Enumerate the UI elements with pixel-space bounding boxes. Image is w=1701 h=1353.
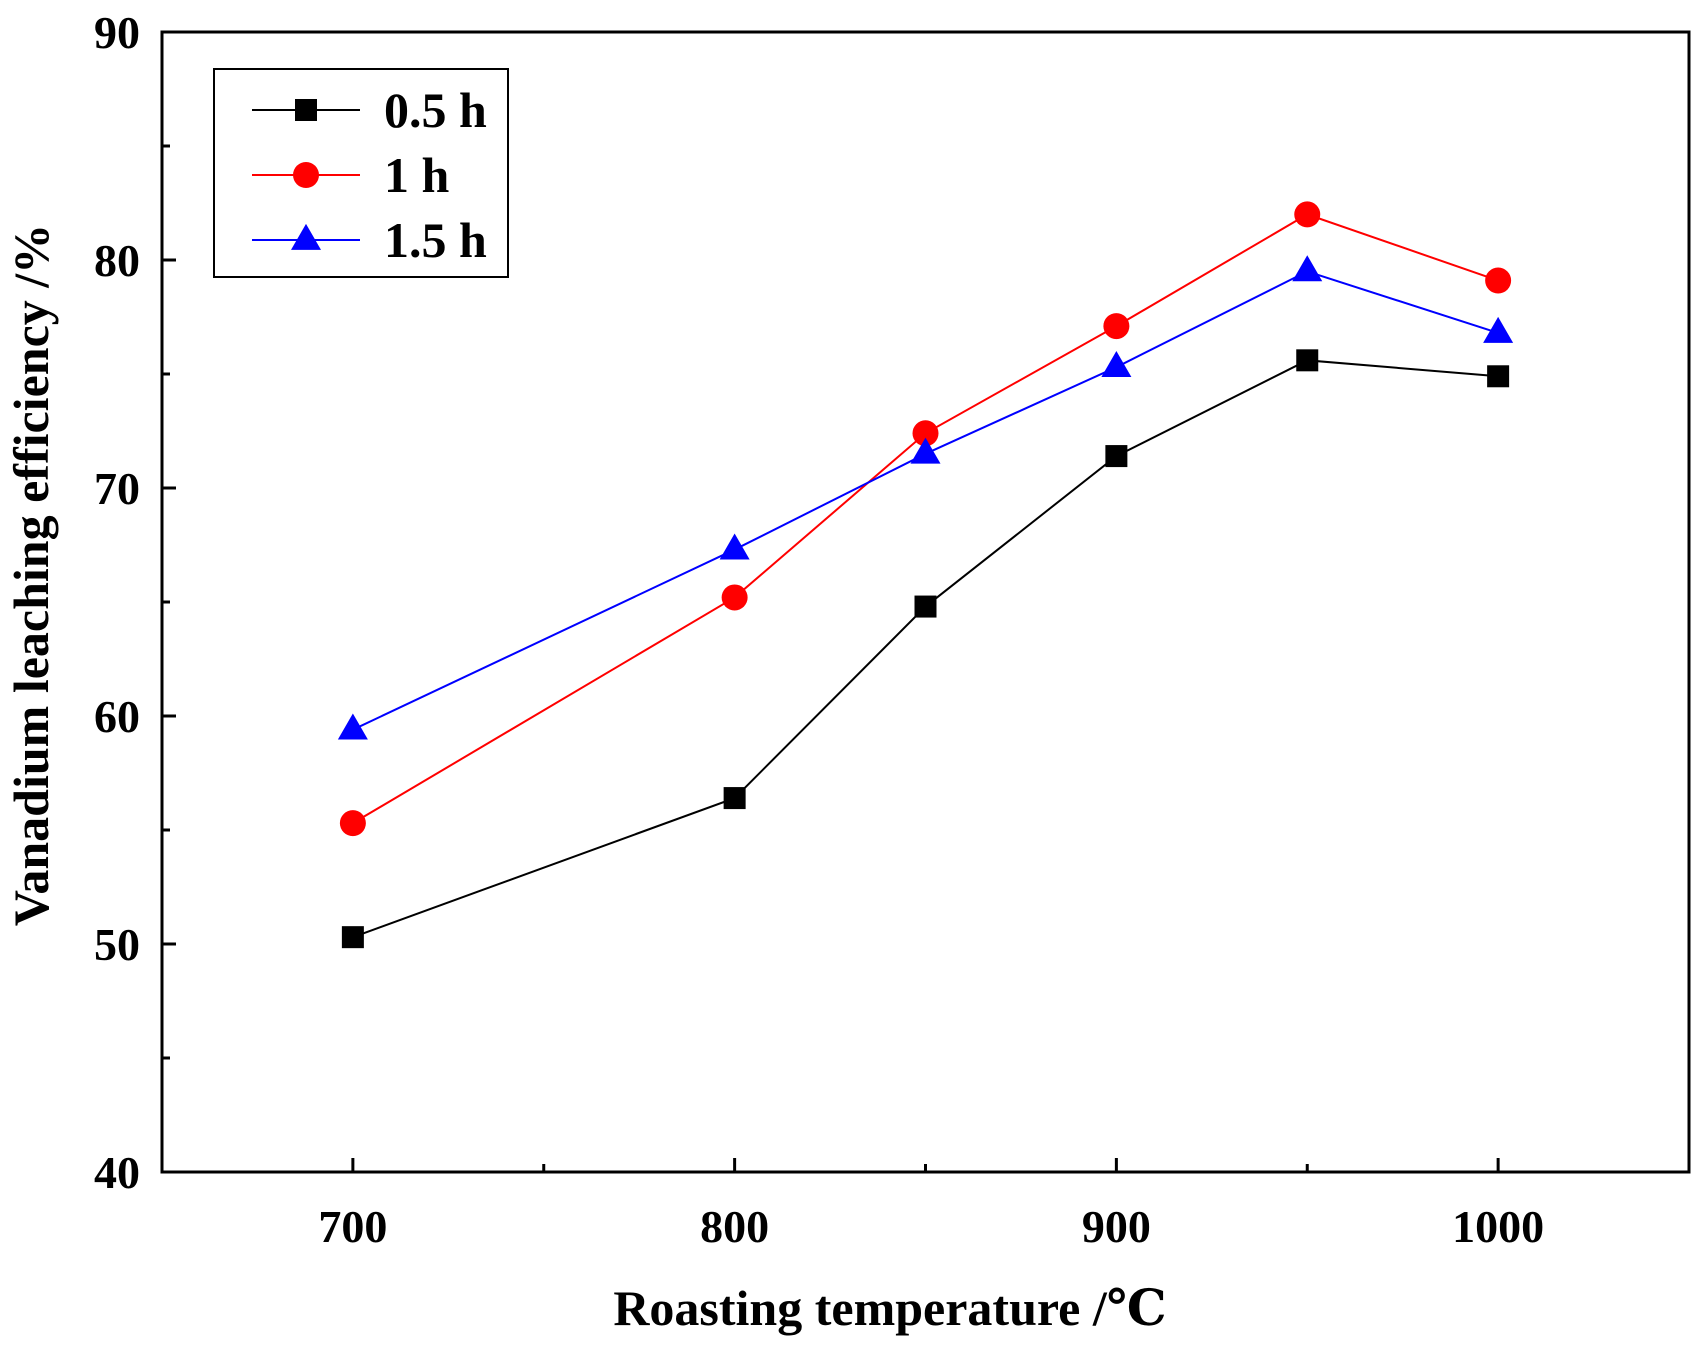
y-tick-label: 40 xyxy=(94,1147,140,1198)
series-line xyxy=(352,359,1499,939)
data-point xyxy=(912,420,939,447)
legend-label: 0.5 h xyxy=(384,82,487,138)
data-point xyxy=(1105,445,1128,468)
legend-marker xyxy=(293,162,319,188)
legend-box xyxy=(213,68,509,278)
data-point xyxy=(723,787,746,810)
data-point xyxy=(1485,267,1512,294)
data-point xyxy=(1483,316,1514,343)
data-point xyxy=(341,926,364,949)
legend-marker xyxy=(291,223,321,250)
axis-ticks xyxy=(162,30,1500,1174)
y-tick-label: 60 xyxy=(94,691,140,742)
x-tick-label: 700 xyxy=(318,1201,387,1252)
x-tick-label: 900 xyxy=(1082,1201,1151,1252)
legend-marker xyxy=(295,99,317,121)
x-tick-label: 800 xyxy=(700,1201,769,1252)
data-point xyxy=(1292,255,1323,282)
y-tick-label: 90 xyxy=(94,7,140,58)
axis-tick-labels: 700 800 900 1000 40 50 60 70 80 90 xyxy=(94,7,1544,1252)
legend-item: 1 h xyxy=(252,147,450,203)
series-layer xyxy=(337,201,1514,949)
y-axis-title: Vanadium leaching efficiency /% xyxy=(3,224,59,926)
data-point xyxy=(1294,201,1321,228)
series-line xyxy=(352,213,1499,825)
series-0-5-h xyxy=(341,349,1510,949)
legend-item: 0.5 h xyxy=(252,82,487,138)
data-point xyxy=(337,713,368,740)
x-axis-title: Roasting temperature /℃ xyxy=(613,1280,1166,1336)
series-1-h xyxy=(339,201,1512,837)
data-point xyxy=(1101,351,1132,378)
data-point xyxy=(1103,313,1130,340)
y-tick-label: 70 xyxy=(94,463,140,514)
data-point xyxy=(910,437,941,464)
x-tick-label: 1000 xyxy=(1452,1201,1544,1252)
data-point xyxy=(914,595,937,618)
y-tick-label: 50 xyxy=(94,919,140,970)
legend-item: 1.5 h xyxy=(252,212,487,268)
data-point xyxy=(339,810,366,837)
data-point xyxy=(721,584,748,611)
series-line xyxy=(352,270,1499,731)
y-tick-label: 80 xyxy=(94,235,140,286)
legend-label: 1 h xyxy=(384,147,450,203)
data-point xyxy=(719,533,750,560)
legend-label: 1.5 h xyxy=(384,212,487,268)
series-1-5-h xyxy=(337,255,1514,740)
legend: 0.5 h 1 h 1.5 h xyxy=(213,68,509,278)
data-point xyxy=(1296,349,1319,372)
data-point xyxy=(1487,365,1510,388)
